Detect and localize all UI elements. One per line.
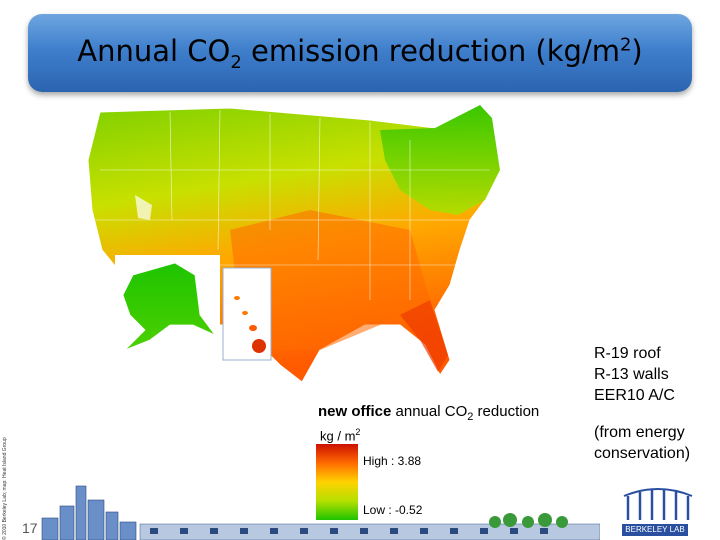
hawaii-island-1 xyxy=(234,296,240,300)
hawaii-inset xyxy=(222,267,272,361)
slide-title: Annual CO2 emission reduction (kg/m2) xyxy=(77,33,643,73)
hawaii-island-2 xyxy=(242,311,248,315)
city-skyline-graphic xyxy=(41,485,600,540)
logo-arc xyxy=(623,488,693,497)
legend-title: new office annual CO2 reduction xyxy=(318,403,540,423)
insulation-specs: R-19 roof R-13 walls EER10 A/C xyxy=(594,343,675,406)
us-co2-reduction-map xyxy=(87,104,501,383)
source-note-line1: (from energy xyxy=(594,424,685,441)
legend-units: kg / m2 xyxy=(320,427,361,444)
spec-ac: EER10 A/C xyxy=(594,387,675,404)
legend-low-label: Low : -0.52 xyxy=(363,503,423,517)
copyright-text: © 2010 Berkeley Lab; map: Heat Island Gr… xyxy=(2,437,8,540)
white-area-west xyxy=(135,195,152,220)
legend-color-bar xyxy=(316,444,358,520)
berkeley-lab-logo xyxy=(623,488,693,520)
hawaii-island-4 xyxy=(252,339,266,353)
lab-name: BERKELEY LAB xyxy=(622,524,688,536)
source-note-line2: conservation) xyxy=(594,445,691,462)
hot-zone-south xyxy=(230,210,430,350)
title-bar: Annual CO2 emission reduction (kg/m2) xyxy=(28,14,692,92)
skyline-trees xyxy=(489,513,568,528)
skyline-windows xyxy=(150,528,548,534)
alaska-inset xyxy=(115,255,220,360)
spec-walls: R-13 walls xyxy=(594,366,669,383)
slide-number: 17 xyxy=(22,520,38,536)
hot-zone-florida xyxy=(400,300,448,372)
source-note: (from energy conservation) xyxy=(594,422,690,464)
hawaii-island-3 xyxy=(249,325,257,331)
legend-high-label: High : 3.88 xyxy=(363,454,422,468)
spec-roof: R-19 roof xyxy=(594,345,661,362)
alaska-shape xyxy=(122,262,216,351)
